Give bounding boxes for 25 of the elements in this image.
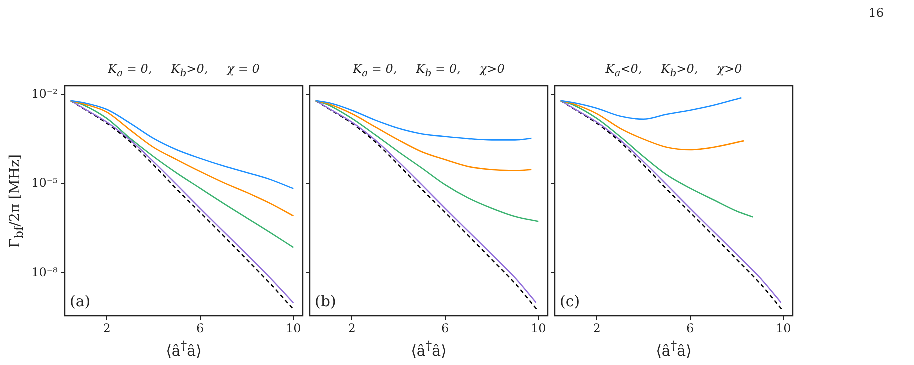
x-tick-label: 10 — [286, 321, 302, 336]
x-tick-label: 10 — [531, 321, 546, 336]
x-tick-label: 6 — [686, 321, 694, 336]
line-series — [70, 100, 294, 217]
chart-title: K$_{a}$<0, K$_{b}$>0, χ>0 — [604, 62, 744, 80]
x-tick-label: 2 — [103, 321, 111, 336]
x-axis-title: ⟨â$^{†}$â⟩ — [165, 338, 203, 360]
chart-title: K$_{a}$ = 0, K$_{b}$ = 0, χ>0 — [352, 62, 506, 80]
x-tick-label: 6 — [442, 321, 450, 336]
annotation: (a) — [70, 292, 91, 310]
chart-title: K$_{a}$ = 0, K$_{b}$>0, χ = 0 — [107, 62, 261, 80]
line-series — [70, 100, 294, 190]
y-tick-label: 10⁻⁸ — [32, 265, 58, 280]
annotation: (c) — [560, 292, 580, 310]
y-tick-label: 10⁻² — [32, 87, 58, 102]
x-tick-label: 2 — [348, 321, 356, 336]
x-axis-title: ⟨â$^{†}$â⟩ — [410, 338, 448, 360]
annotation: (b) — [315, 292, 336, 310]
y-tick-label: 10⁻⁵ — [32, 176, 58, 190]
x-axis-title: ⟨â$^{†}$â⟩ — [655, 338, 693, 360]
x-tick-label: 6 — [196, 321, 204, 336]
x-tick-label: 10 — [776, 321, 792, 336]
line-series — [70, 100, 294, 248]
text: 16 — [868, 6, 884, 20]
x-tick-label: 2 — [593, 321, 601, 336]
